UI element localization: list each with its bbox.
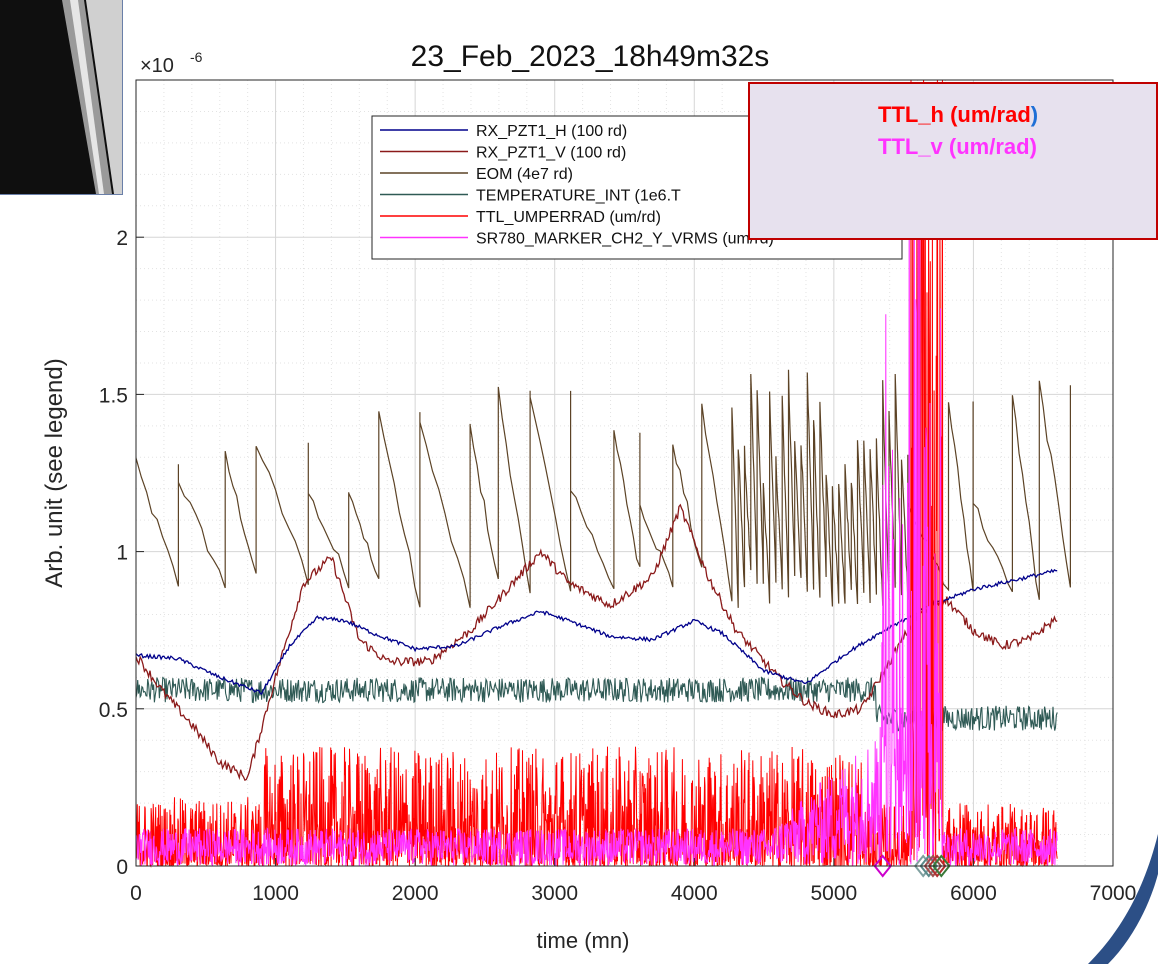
series-line-sr780-marker: [135, 123, 1058, 867]
x-tick-label: 6000: [950, 882, 997, 905]
y-tick-label: 0: [116, 856, 128, 879]
ttl-annotation-box: TTL_h (um/rad) TTL_v (um/rad): [748, 82, 1158, 240]
x-tick-label: 2000: [392, 882, 439, 905]
ttl-h-paren: ): [1030, 102, 1039, 127]
legend-entry: TTL_UMPERRAD (um/rd): [476, 209, 661, 226]
y-axis-ticks: 0 0.5 1 1.5 2: [99, 227, 144, 879]
x-tick-label: 3000: [531, 882, 578, 905]
event-marker: [932, 854, 951, 878]
inset-photo-graphic: [0, 0, 122, 194]
legend-entry: RX_PZT1_H (100 rd): [476, 123, 627, 140]
event-marker: [927, 854, 947, 878]
series-line-rx-pzt1-h: [135, 568, 1058, 696]
x-axis-ticks: 0 1000 2000 3000 4000 5000 6000 7000: [130, 858, 1136, 905]
event-marker: [923, 854, 943, 878]
x-tick-label: 0: [130, 882, 142, 905]
axes-box: [135, 79, 1114, 867]
decorative-swoosh: [1088, 834, 1158, 964]
y-tick-label: 1: [116, 542, 128, 565]
y-axis-exponent: -6: [190, 49, 203, 65]
event-marker: [919, 854, 939, 878]
legend-entry: EOM (4e7 rd): [476, 166, 573, 183]
y-tick-label: 0.5: [99, 699, 128, 722]
ttl-v-label: TTL_v (um/rad): [878, 134, 1037, 159]
y-axis-label: Arb. unit (see legend): [41, 358, 68, 587]
ttl-h-label: TTL_h (um/rad: [878, 102, 1031, 127]
y-axis-multiplier: ×10: [140, 55, 174, 77]
ttl-h-label-line: TTL_h (um/rad): [878, 102, 1038, 128]
x-axis-label: time (mn): [537, 928, 630, 953]
x-tick-label: 5000: [810, 882, 857, 905]
series-line-rx-pzt1-v: [135, 503, 1058, 781]
x-tick-label: 7000: [1090, 882, 1137, 905]
series-lines: [135, 79, 1071, 868]
legend-entry: TEMPERATURE_INT (1e6.T: [476, 188, 681, 205]
y-tick-label: 1.5: [99, 384, 128, 407]
chart-title: 23_Feb_2023_18h49m32s: [411, 40, 770, 73]
x-tick-label: 1000: [252, 882, 299, 905]
series-line-temperature: [135, 676, 1058, 732]
event-markers: [873, 854, 951, 878]
y-tick-label: 2: [116, 227, 128, 250]
x-tick-label: 4000: [671, 882, 718, 905]
event-marker: [873, 854, 892, 878]
inset-photo-thumbnail: [0, 0, 123, 195]
legend-entry: RX_PZT1_V (100 rd): [476, 145, 626, 162]
legend-entry: SR780_MARKER_CH2_Y_VRMS (um/rd): [476, 231, 774, 248]
